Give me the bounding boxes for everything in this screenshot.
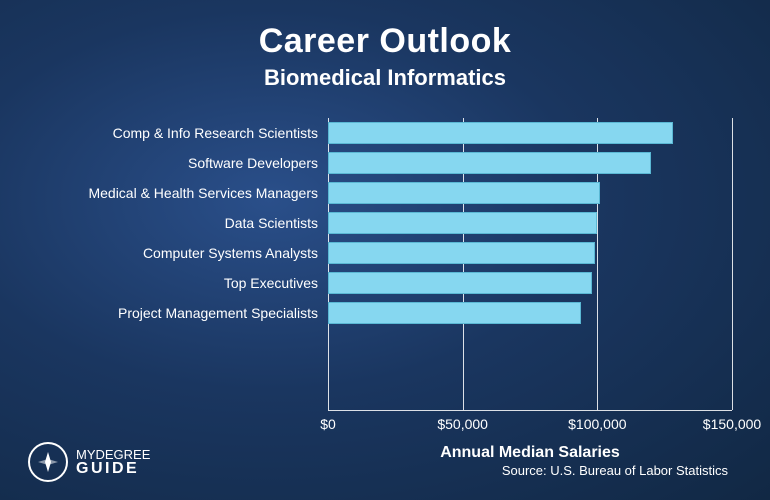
chart-area: Comp & Info Research Scientists Software … [48, 118, 732, 410]
x-tick-label: $50,000 [437, 416, 488, 432]
title-block: Career Outlook Biomedical Informatics [0, 0, 770, 91]
bar-track [328, 178, 732, 208]
bar [328, 152, 651, 174]
bar-track [328, 118, 732, 148]
bar-row: Computer Systems Analysts [48, 238, 732, 268]
bar [328, 212, 597, 234]
gridline [732, 118, 733, 410]
bar-row: Comp & Info Research Scientists [48, 118, 732, 148]
bar-row: Project Management Specialists [48, 298, 732, 328]
compass-icon-svg [36, 450, 60, 474]
bar [328, 122, 673, 144]
bar-track [328, 148, 732, 178]
brand-logo: MYDEGREE GUIDE [28, 442, 150, 482]
bar-row: Medical & Health Services Managers [48, 178, 732, 208]
bar [328, 272, 592, 294]
bar-label: Computer Systems Analysts [48, 245, 328, 261]
x-tick-labels: $0$50,000$100,000$150,000 [328, 410, 732, 434]
bar [328, 302, 581, 324]
logo-line2: GUIDE [76, 461, 150, 477]
x-tick-label: $150,000 [703, 416, 761, 432]
x-tick-label: $0 [320, 416, 336, 432]
bar-track [328, 298, 732, 328]
bar-row: Top Executives [48, 268, 732, 298]
bar-rows: Comp & Info Research Scientists Software … [48, 118, 732, 328]
compass-icon [28, 442, 68, 482]
bar-label: Project Management Specialists [48, 305, 328, 321]
bar-track [328, 208, 732, 238]
x-tick-label: $100,000 [568, 416, 626, 432]
bar-row: Data Scientists [48, 208, 732, 238]
logo-text: MYDEGREE GUIDE [76, 448, 150, 477]
bar-row: Software Developers [48, 148, 732, 178]
bar-label: Comp & Info Research Scientists [48, 125, 328, 141]
page-subtitle: Biomedical Informatics [0, 65, 770, 91]
bar-track [328, 238, 732, 268]
bar-label: Top Executives [48, 275, 328, 291]
bar-track [328, 268, 732, 298]
bar [328, 182, 600, 204]
bar-label: Data Scientists [48, 215, 328, 231]
logo-line1: MYDEGREE [76, 448, 150, 461]
page-title: Career Outlook [0, 22, 770, 61]
x-axis-title: Annual Median Salaries [328, 444, 732, 462]
source-attribution: Source: U.S. Bureau of Labor Statistics [502, 463, 728, 478]
bar [328, 242, 595, 264]
bar-label: Medical & Health Services Managers [48, 185, 328, 201]
bar-label: Software Developers [48, 155, 328, 171]
